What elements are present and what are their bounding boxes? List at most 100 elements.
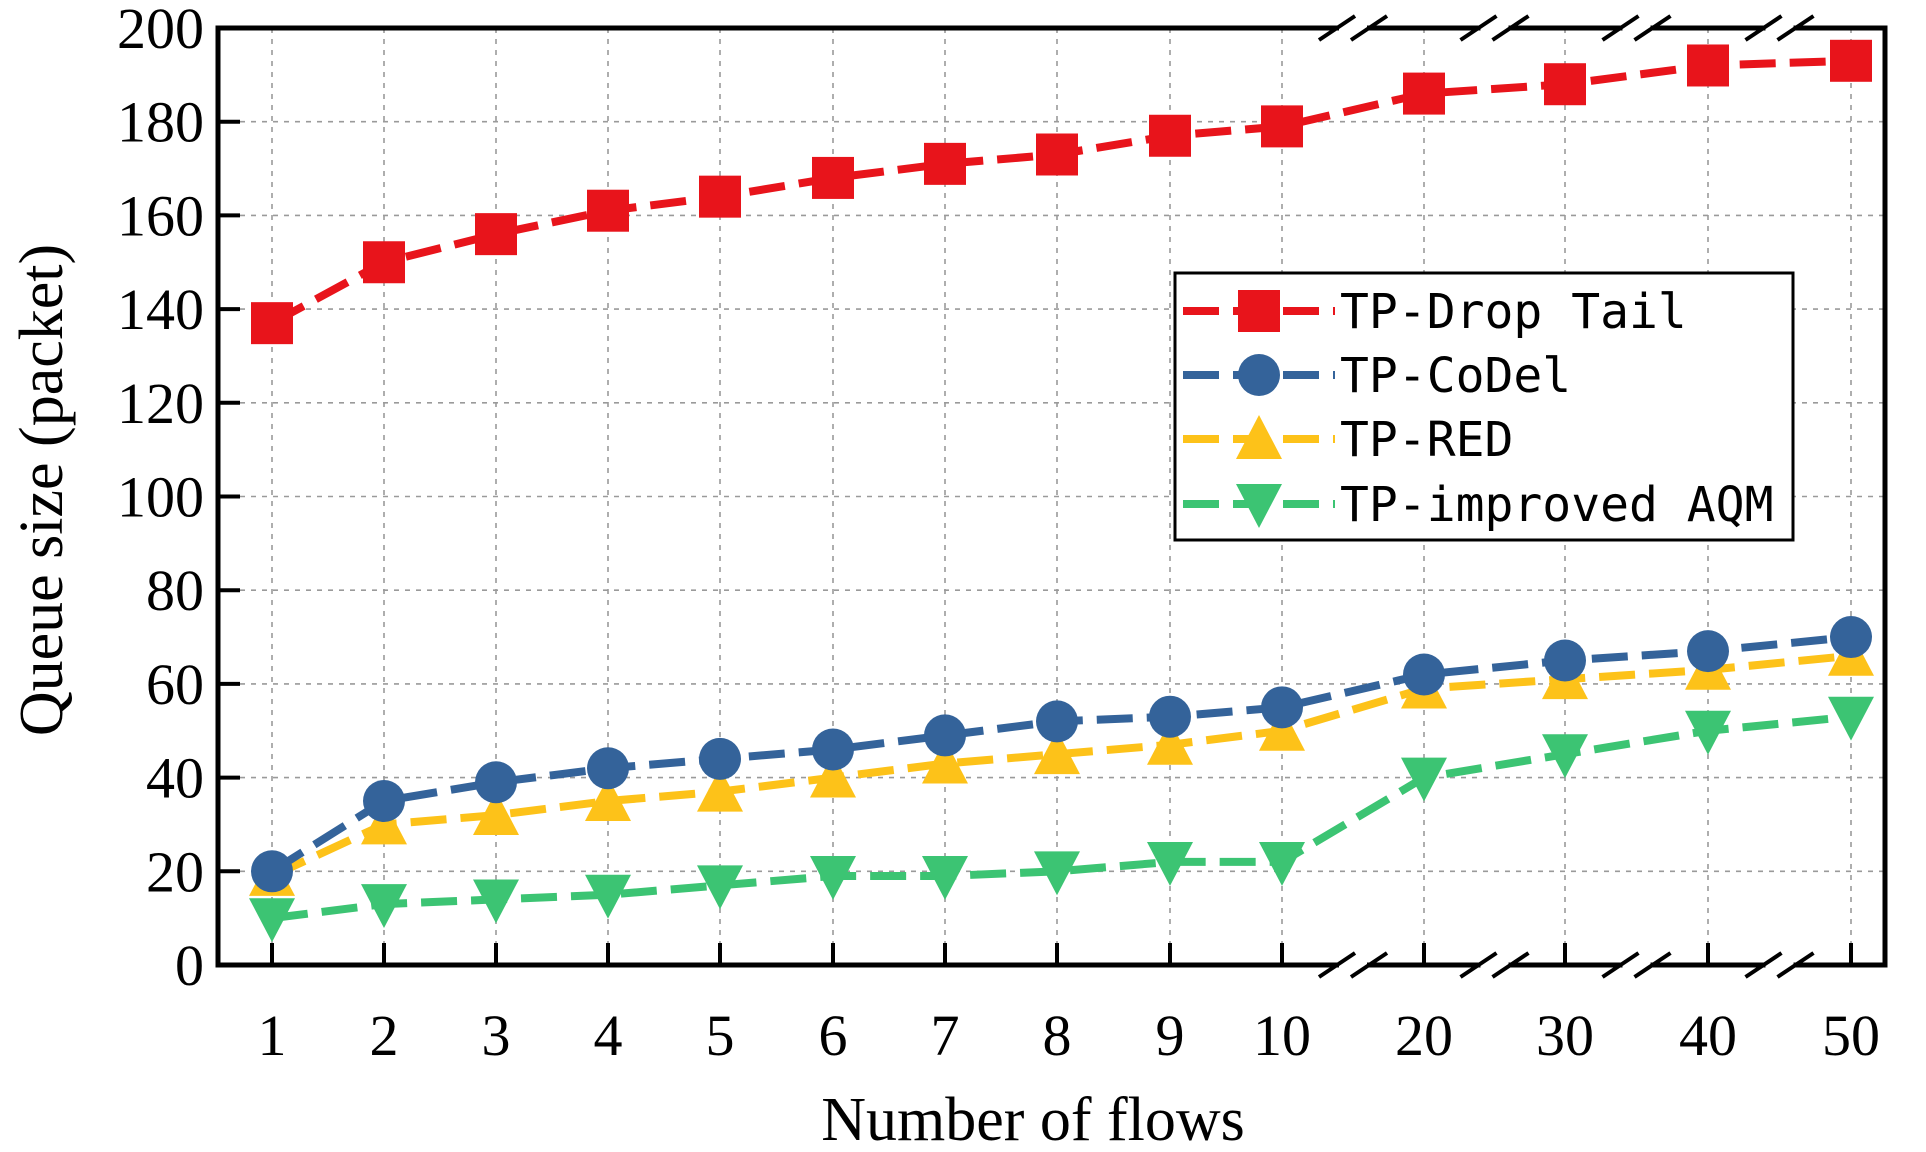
x-tick-label: 5 — [706, 1003, 735, 1068]
axis-break-slash — [1744, 14, 1783, 42]
axis-break-mark — [1744, 951, 1815, 979]
y-tick-label: 40 — [146, 746, 204, 811]
x-tick-label: 10 — [1253, 1003, 1311, 1068]
x-axis-title: Number of flows — [821, 1086, 1245, 1152]
axis-break-slash — [1601, 14, 1640, 42]
x-tick-label: 3 — [482, 1003, 511, 1068]
data-point — [1036, 133, 1078, 176]
legend-entry: TP-CoDel — [1183, 348, 1571, 404]
y-tick-label: 160 — [117, 183, 204, 248]
x-tick-label: 2 — [370, 1003, 399, 1068]
x-tick-label: 40 — [1679, 1003, 1737, 1068]
x-tick-label: 9 — [1156, 1003, 1185, 1068]
data-point — [251, 850, 293, 893]
series-line — [271, 712, 1852, 923]
data-point — [810, 753, 856, 798]
data-point — [473, 879, 519, 924]
series-tp-drop-tail — [251, 39, 1872, 345]
data-point — [924, 142, 966, 185]
data-point — [924, 714, 966, 757]
y-tick-label: 60 — [146, 652, 204, 717]
y-axis-title: Queue size (packet) — [8, 244, 76, 736]
legend-marker — [1238, 290, 1280, 332]
data-point — [1149, 695, 1191, 738]
axis-break-slash — [1317, 951, 1357, 979]
x-tick-label: 1 — [258, 1003, 287, 1068]
y-tick-label: 0 — [175, 933, 204, 998]
axis-break-mark — [1317, 14, 1389, 42]
data-point — [1034, 730, 1080, 775]
legend-label: TP-Drop Tail — [1340, 284, 1687, 340]
data-point — [363, 780, 405, 823]
data-point — [1149, 114, 1191, 157]
axis-break-slash — [1776, 951, 1815, 979]
axis-breaks — [1317, 14, 1815, 979]
x-tick-label: 6 — [819, 1003, 848, 1068]
legend: TP-Drop Tail TP-CoDel TP-RED TP-improved AQ… — [1173, 271, 1795, 542]
data-point — [1034, 851, 1080, 896]
data-point — [812, 728, 854, 771]
data-point — [812, 156, 854, 199]
axis-break-slash — [1776, 14, 1815, 42]
y-tick-label: 120 — [117, 371, 204, 436]
axis-break-slash — [1317, 14, 1357, 42]
y-tick-label: 200 — [117, 0, 204, 61]
data-point — [922, 739, 968, 784]
legend-label: TP-RED — [1340, 412, 1513, 468]
y-tick-label: 100 — [117, 465, 204, 530]
y-tick-label: 140 — [117, 277, 204, 342]
axis-break-slash — [1491, 14, 1530, 42]
legend-entry: TP-Drop Tail — [1183, 284, 1687, 340]
data-point — [361, 800, 407, 845]
y-tick-label: 80 — [146, 558, 204, 623]
data-point — [473, 791, 519, 836]
legend-marker — [1236, 484, 1282, 528]
axis-break-slash — [1633, 14, 1672, 42]
axis-break-slash — [1491, 951, 1530, 979]
data-point — [361, 884, 407, 929]
axis-break-mark — [1317, 951, 1389, 979]
data-point — [1261, 105, 1303, 148]
data-point — [697, 767, 743, 812]
legend-label: TP-improved AQM — [1340, 477, 1773, 533]
axis-break-mark — [1601, 14, 1672, 42]
tick-labels: 0 20 40 60 80 100 120 140 160 180 200 1 2 3 4 5 6 7 8 9 10 20… — [117, 0, 1880, 1068]
data-point — [475, 761, 517, 804]
data-point — [699, 737, 741, 780]
legend-marker — [1238, 354, 1280, 396]
data-point — [1830, 616, 1872, 659]
x-tick-label: 20 — [1395, 1003, 1453, 1068]
data-point — [697, 865, 743, 910]
x-tick-label: 7 — [931, 1003, 960, 1068]
axis-break-slash — [1349, 951, 1389, 979]
axis-break-slash — [1349, 14, 1389, 42]
axis-break-mark — [1459, 14, 1530, 42]
y-tick-label: 20 — [146, 839, 204, 904]
data-point — [810, 856, 856, 900]
data-point — [922, 856, 968, 900]
legend-marker — [1236, 415, 1282, 459]
data-point — [249, 898, 295, 943]
series-tp-improved-aqm — [249, 696, 1874, 943]
data-point — [587, 747, 629, 790]
legend-label: TP-CoDel — [1340, 348, 1571, 404]
x-tick-label: 4 — [594, 1003, 623, 1068]
data-point — [1261, 686, 1303, 729]
data-point — [1687, 630, 1729, 673]
data-point — [475, 213, 517, 256]
data-point — [1544, 639, 1586, 682]
data-point — [1259, 706, 1305, 751]
data-point — [1147, 841, 1193, 886]
x-tick-label: 50 — [1822, 1003, 1880, 1068]
axis-break-mark — [1601, 951, 1672, 979]
axis-break-slash — [1459, 951, 1498, 979]
data-point — [1259, 841, 1305, 886]
series-line — [270, 651, 1852, 880]
data-point — [1401, 757, 1447, 802]
axis-break-slash — [1744, 951, 1783, 979]
data-point — [1403, 653, 1445, 696]
series-tp-codel — [251, 616, 1872, 893]
data-point — [1830, 39, 1872, 82]
